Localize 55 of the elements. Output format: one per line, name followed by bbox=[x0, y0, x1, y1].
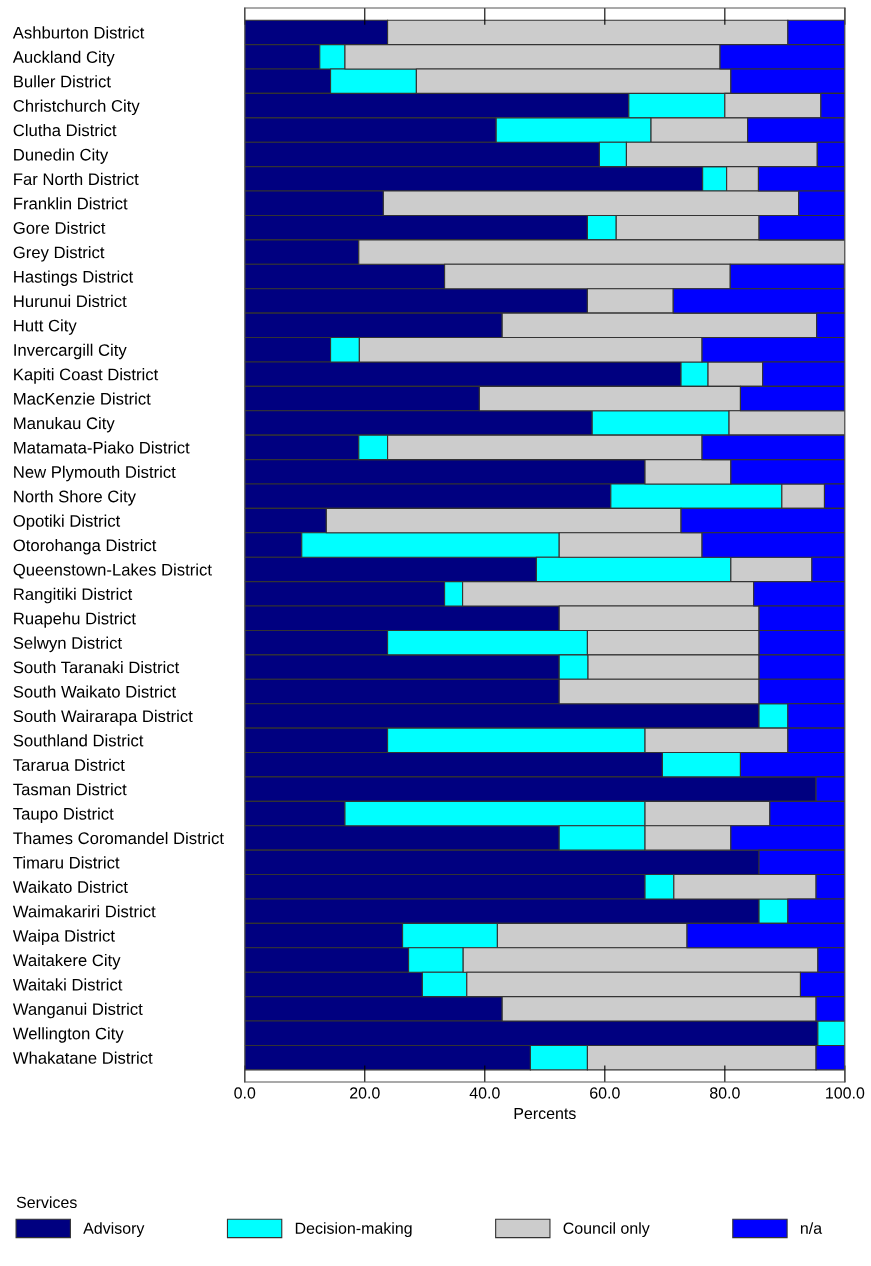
y-tick-label: Buller District bbox=[14, 75, 111, 88]
x-tick-label: 100.0 bbox=[826, 1087, 865, 1099]
legend-label: Council only bbox=[563, 1222, 650, 1238]
y-tick-label: Ashburton District bbox=[12, 26, 145, 39]
y-tick-label: Grey District bbox=[13, 246, 105, 262]
x-tick-label: 40.0 bbox=[469, 1087, 500, 1099]
x-tick-label: 80.0 bbox=[710, 1087, 740, 1099]
y-tick-label: Christchurch City bbox=[13, 99, 140, 116]
y-tick-label: Invercargill City bbox=[14, 343, 127, 360]
y-tick-label: Tararua District bbox=[13, 758, 125, 771]
y-tick-label: Gore District bbox=[13, 221, 106, 234]
y-tick-label: Thames Coromandel District bbox=[13, 831, 224, 845]
y-tick-label: Ruapehu District bbox=[14, 612, 136, 628]
y-tick-label: Kapiti Coast District bbox=[14, 368, 159, 384]
legend-label: Advisory bbox=[83, 1222, 145, 1238]
y-tick-label: Taupo District bbox=[13, 807, 114, 824]
y-tick-label: Queenstown-Lakes District bbox=[13, 563, 212, 579]
y-tick-label: Timaru District bbox=[13, 856, 120, 869]
x-axis-title: Percents bbox=[514, 1107, 576, 1120]
y-tick-label: Waitaki District bbox=[12, 978, 123, 991]
y-tick-label: Tasman District bbox=[13, 783, 127, 796]
y-tick-label: South Taranaki District bbox=[13, 661, 180, 674]
y-tick-label: Wanganui District bbox=[12, 1002, 143, 1019]
legend-label: n/a bbox=[800, 1222, 823, 1234]
y-tick-label: Hutt City bbox=[14, 319, 77, 335]
y-tick-label: Opotiki District bbox=[13, 514, 121, 531]
y-tick-label: Rangitiki District bbox=[14, 587, 133, 604]
y-tick-label: South Wairarapa District bbox=[13, 709, 193, 726]
y-tick-label: New Plymouth District bbox=[14, 465, 176, 482]
y-tick-label: Southland District bbox=[13, 734, 144, 747]
legend-label: Decision-making bbox=[295, 1222, 412, 1238]
y-tick-label: South Waikato District bbox=[13, 685, 176, 698]
y-tick-label: Manukau City bbox=[14, 416, 115, 433]
y-tick-label: Hurunui District bbox=[14, 294, 127, 308]
legend-title: Services bbox=[16, 1196, 77, 1209]
y-tick-label: Whakatane District bbox=[12, 1051, 153, 1064]
y-tick-label: Far North District bbox=[14, 172, 139, 186]
x-tick-label: 60.0 bbox=[590, 1087, 620, 1099]
y-tick-label: Waipa District bbox=[12, 929, 115, 946]
y-tick-label: Dunedin City bbox=[14, 148, 109, 164]
y-tick-label: Clutha District bbox=[13, 123, 117, 137]
y-tick-label: Waitakere City bbox=[12, 953, 121, 970]
x-tick-label: 0.0 bbox=[234, 1087, 256, 1099]
y-tick-label: Hastings District bbox=[14, 270, 134, 286]
y-tick-label: Wellington City bbox=[12, 1027, 124, 1043]
y-tick-label: Matamata-Piako District bbox=[14, 441, 190, 454]
y-tick-label: MacKenzie District bbox=[14, 392, 151, 405]
y-tick-label: Franklin District bbox=[14, 197, 128, 210]
y-tick-label: Auckland City bbox=[12, 50, 115, 67]
x-tick-label: 20.0 bbox=[350, 1087, 380, 1099]
y-tick-label: North Shore City bbox=[14, 490, 136, 506]
y-tick-label: Selwyn District bbox=[13, 636, 122, 653]
y-tick-label: Waikato District bbox=[12, 880, 128, 893]
y-tick-label: Waimakariri District bbox=[12, 905, 156, 918]
y-tick-label: Otorohanga District bbox=[13, 538, 157, 555]
